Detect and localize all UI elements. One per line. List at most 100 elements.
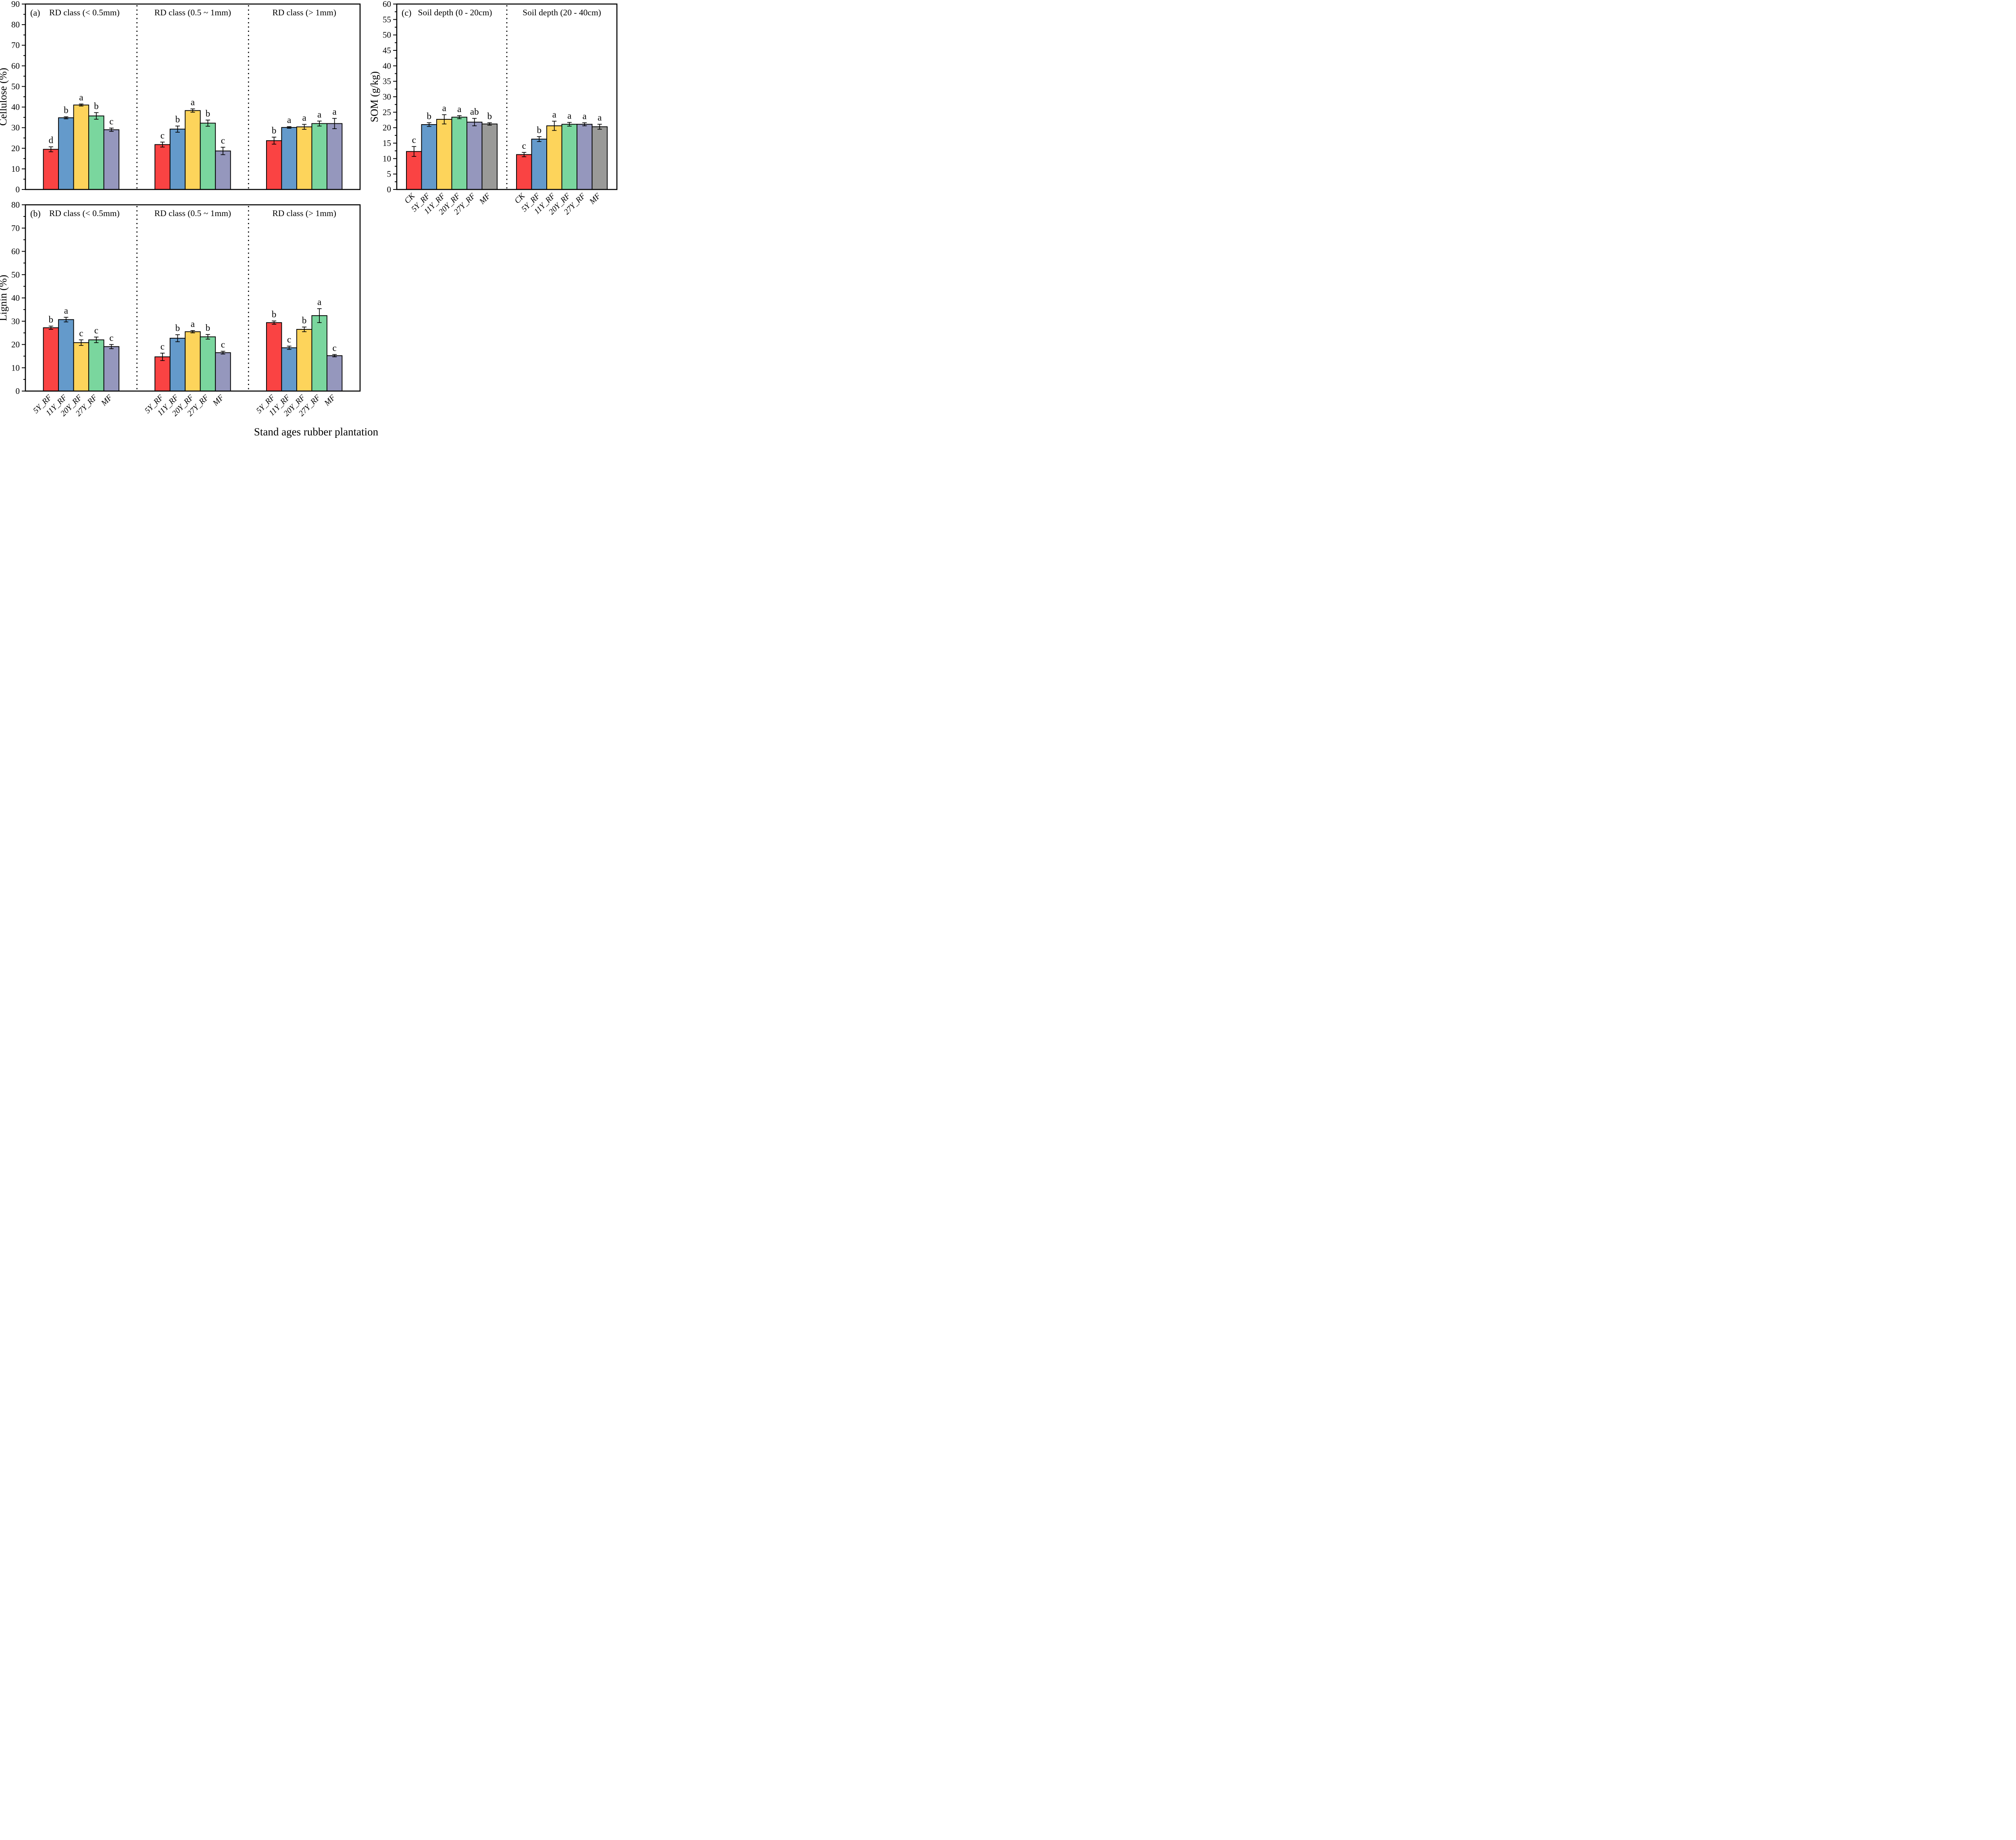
- y-tick-label: 50: [11, 81, 20, 91]
- error-bar: [427, 122, 431, 127]
- bar-20Y_RF: [185, 110, 201, 190]
- y-tick-label: 50: [383, 30, 391, 40]
- y-tick-label: 20: [383, 123, 391, 133]
- y-tick-label: 40: [11, 293, 20, 303]
- error-bar: [317, 121, 322, 127]
- bar-20Y_RF: [561, 124, 577, 190]
- sig-letter: a: [333, 107, 337, 117]
- y-tick-label: 50: [11, 270, 20, 279]
- y-tick-label: 0: [387, 185, 392, 194]
- y-tick-label: 70: [11, 223, 20, 233]
- y-tick-label: 5: [387, 169, 392, 179]
- sig-letter: a: [317, 297, 321, 307]
- sig-letter: a: [583, 111, 587, 121]
- x-tick-label: MF: [323, 393, 337, 408]
- x-axis-title: Stand ages rubber plantation: [254, 426, 379, 438]
- bar-MF: [103, 129, 120, 190]
- bar-5Y_RF: [266, 322, 282, 391]
- sig-letter: b: [272, 125, 277, 135]
- bar-27Y_RF: [200, 123, 216, 190]
- x-tick-label: MF: [587, 191, 602, 206]
- panel-label: (a): [30, 8, 40, 18]
- bar-5Y_RF: [43, 327, 59, 391]
- y-tick-label: 0: [16, 386, 20, 396]
- bar-MF: [215, 352, 231, 391]
- error-bar: [190, 330, 195, 333]
- error-bar: [272, 137, 277, 145]
- y-tick-label: 70: [11, 40, 20, 50]
- y-tick-label: 40: [383, 61, 391, 71]
- bar-27Y_RF: [88, 339, 104, 391]
- y-tick-label: 25: [383, 107, 391, 117]
- bar-20Y_RF: [185, 331, 201, 391]
- sig-letter: c: [221, 135, 225, 146]
- x-tick-label: MF: [477, 191, 492, 206]
- y-tick-label: 35: [383, 77, 391, 86]
- bar-20Y_RF: [296, 329, 312, 391]
- y-tick-label: 10: [11, 363, 20, 373]
- error-bar: [94, 112, 99, 120]
- error-bar: [272, 321, 277, 325]
- bar-CK: [516, 154, 532, 190]
- error-bar: [597, 124, 602, 130]
- sig-letter: b: [537, 125, 542, 135]
- sig-letter: b: [302, 315, 307, 325]
- sig-letter: a: [552, 110, 556, 120]
- y-tick-label: 30: [11, 123, 20, 133]
- y-tick-label: 10: [383, 154, 391, 163]
- sig-letter: c: [160, 130, 165, 140]
- y-axis-label: SOM (g/kg): [369, 71, 380, 122]
- y-tick-label: 20: [11, 340, 20, 350]
- sig-letter: a: [191, 97, 195, 107]
- error-bar: [332, 118, 337, 129]
- sig-letter: b: [206, 108, 210, 119]
- error-bar: [79, 104, 83, 106]
- error-bar: [221, 351, 225, 355]
- sig-letter: b: [49, 314, 54, 325]
- error-bar: [287, 126, 292, 129]
- sig-letter: a: [598, 112, 602, 123]
- error-bar: [48, 326, 53, 330]
- sig-letter: a: [64, 306, 68, 316]
- y-axis-label: Cellulose (%): [0, 68, 9, 126]
- error-bar: [175, 125, 180, 133]
- error-bar: [109, 344, 114, 349]
- group-title: RD class (< 0.5mm): [49, 208, 120, 218]
- sig-letter: b: [206, 323, 210, 333]
- sig-letter: c: [412, 135, 416, 145]
- error-bar: [109, 127, 114, 132]
- sig-letter: a: [457, 104, 461, 114]
- bar-27Y_RF: [311, 123, 327, 190]
- bar-5Y_RF: [43, 149, 59, 190]
- bar-11Y_RF: [169, 337, 186, 391]
- sig-letter: a: [287, 115, 291, 125]
- x-tick-label: MF: [211, 393, 226, 408]
- y-tick-label: 0: [16, 185, 20, 194]
- bar-MF: [481, 123, 498, 190]
- bar-MF: [103, 346, 120, 391]
- bar-5Y_RF: [531, 139, 547, 190]
- bar-CK: [406, 151, 422, 190]
- bar-5Y_RF: [421, 124, 437, 190]
- y-tick-label: 60: [11, 247, 20, 256]
- y-tick-label: 30: [11, 316, 20, 326]
- y-tick-label: 60: [383, 0, 391, 9]
- y-tick-label: 80: [11, 200, 20, 210]
- error-bar: [94, 337, 99, 343]
- bar-11Y_RF: [281, 127, 297, 190]
- panel-label: (c): [402, 8, 411, 18]
- error-bar: [332, 354, 337, 357]
- error-bar: [175, 334, 180, 342]
- bar-20Y_RF: [451, 117, 467, 190]
- sig-letter: a: [79, 92, 83, 102]
- error-bar: [317, 308, 322, 323]
- bar-27Y_RF: [311, 315, 327, 391]
- error-bar: [64, 317, 69, 323]
- error-bar: [79, 339, 83, 346]
- sig-letter: c: [333, 343, 337, 353]
- bar-5Y_RF: [154, 356, 171, 391]
- bar-27Y_RF: [200, 336, 216, 391]
- group-title: RD class (> 1mm): [272, 8, 336, 17]
